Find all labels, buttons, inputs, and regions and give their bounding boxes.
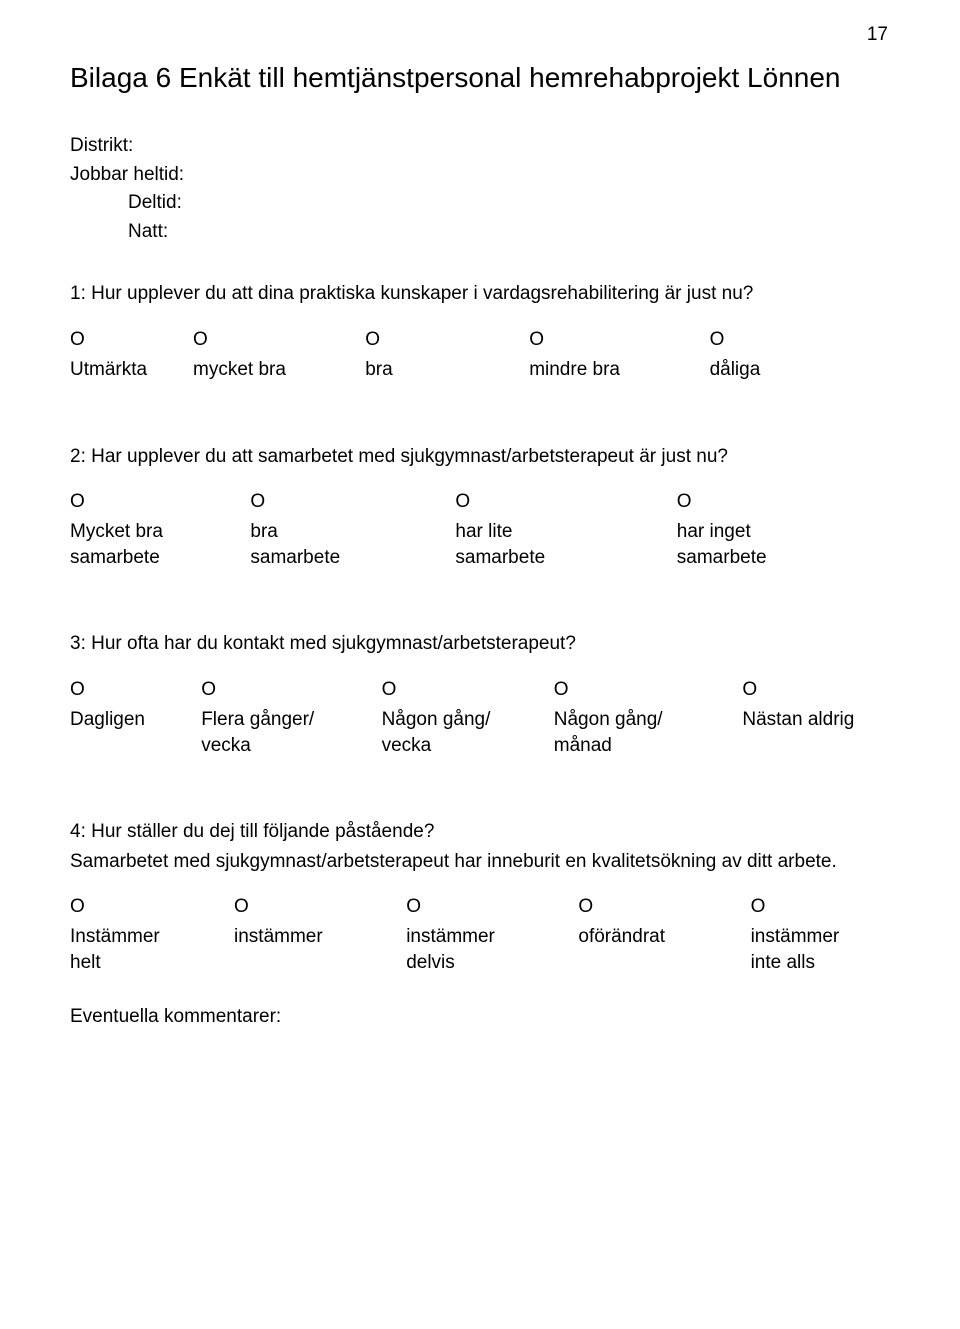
option[interactable]: O bra [365, 330, 529, 383]
question-4-subtext: Samarbetet med sjukgymnast/arbetsterapeu… [70, 848, 890, 876]
option-label: Någon gång/ vecka [382, 707, 491, 758]
radio-circle-icon: O [751, 897, 766, 916]
document-page: 17 Bilaga 6 Enkät till hemtjänstpersonal… [0, 0, 960, 1329]
respondent-fields: Distrikt: Jobbar heltid: Deltid: Natt: [70, 132, 890, 246]
option[interactable]: O mycket bra [193, 330, 365, 383]
field-distrikt: Distrikt: [70, 132, 890, 161]
radio-circle-icon: O [201, 680, 216, 699]
radio-circle-icon: O [234, 897, 249, 916]
radio-circle-icon: O [742, 680, 757, 699]
radio-circle-icon: O [529, 330, 544, 349]
question-4-options: O Instämmer helt O instämmer O instämmer… [70, 897, 890, 975]
option[interactable]: O Någon gång/ månad [554, 680, 743, 758]
field-deltid: Deltid: [70, 189, 890, 218]
radio-circle-icon: O [382, 680, 397, 699]
comments-label: Eventuella kommentarer: [70, 1006, 890, 1028]
option-label: instämmer delvis [406, 924, 495, 975]
option[interactable]: O Nästan aldrig [742, 680, 890, 758]
option[interactable]: O Instämmer helt [70, 897, 234, 975]
page-title: Bilaga 6 Enkät till hemtjänstpersonal he… [70, 60, 890, 96]
radio-circle-icon: O [70, 897, 85, 916]
option-label: bra [365, 357, 392, 383]
radio-circle-icon: O [70, 680, 85, 699]
radio-circle-icon: O [250, 492, 265, 511]
field-jobbar-heltid: Jobbar heltid: [70, 161, 890, 190]
question-3-options: O Dagligen O Flera gånger/ vecka O Någon… [70, 680, 890, 758]
radio-circle-icon: O [193, 330, 208, 349]
option-label: Instämmer helt [70, 924, 160, 975]
option-label: mindre bra [529, 357, 620, 383]
option-label: dåliga [710, 357, 761, 383]
option-label: Utmärkta [70, 357, 147, 383]
radio-circle-icon: O [365, 330, 380, 349]
radio-circle-icon: O [406, 897, 421, 916]
option[interactable]: O instämmer [234, 897, 406, 975]
option-label: oförändrat [578, 924, 665, 950]
option[interactable]: O har inget samarbete [677, 492, 890, 570]
option-label: Mycket bra samarbete [70, 519, 163, 570]
option[interactable]: O Mycket bra samarbete [70, 492, 250, 570]
option[interactable]: O Någon gång/ vecka [382, 680, 554, 758]
radio-circle-icon: O [554, 680, 569, 699]
radio-circle-icon: O [710, 330, 725, 349]
option[interactable]: O dåliga [710, 330, 890, 383]
radio-circle-icon: O [70, 492, 85, 511]
option[interactable]: O Dagligen [70, 680, 201, 758]
option[interactable]: O Utmärkta [70, 330, 193, 383]
option-label: Någon gång/ månad [554, 707, 663, 758]
question-1-text: 1: Hur upplever du att dina praktiska ku… [70, 280, 890, 308]
question-4-text: 4: Hur ställer du dej till följande påst… [70, 818, 890, 846]
option-label: instämmer [234, 924, 323, 950]
option[interactable]: O instämmer inte alls [751, 897, 890, 975]
option[interactable]: O bra samarbete [250, 492, 455, 570]
option[interactable]: O instämmer delvis [406, 897, 578, 975]
option[interactable]: O Flera gånger/ vecka [201, 680, 381, 758]
radio-circle-icon: O [455, 492, 470, 511]
option-label: Flera gånger/ vecka [201, 707, 314, 758]
option-label: Dagligen [70, 707, 145, 733]
question-2-options: O Mycket bra samarbete O bra samarbete O… [70, 492, 890, 570]
question-3-text: 3: Hur ofta har du kontakt med sjukgymna… [70, 630, 890, 658]
option-label: bra samarbete [250, 519, 340, 570]
field-natt: Natt: [70, 218, 890, 247]
option[interactable]: O har lite samarbete [455, 492, 676, 570]
radio-circle-icon: O [70, 330, 85, 349]
option-label: har inget samarbete [677, 519, 767, 570]
option-label: mycket bra [193, 357, 286, 383]
option-label: har lite samarbete [455, 519, 545, 570]
radio-circle-icon: O [578, 897, 593, 916]
question-1-options: O Utmärkta O mycket bra O bra O mindre b… [70, 330, 890, 383]
option-label: Nästan aldrig [742, 707, 854, 733]
option[interactable]: O oförändrat [578, 897, 750, 975]
question-2-text: 2: Har upplever du att samarbetet med sj… [70, 443, 890, 471]
option[interactable]: O mindre bra [529, 330, 709, 383]
radio-circle-icon: O [677, 492, 692, 511]
page-number: 17 [867, 24, 888, 46]
option-label: instämmer inte alls [751, 924, 840, 975]
